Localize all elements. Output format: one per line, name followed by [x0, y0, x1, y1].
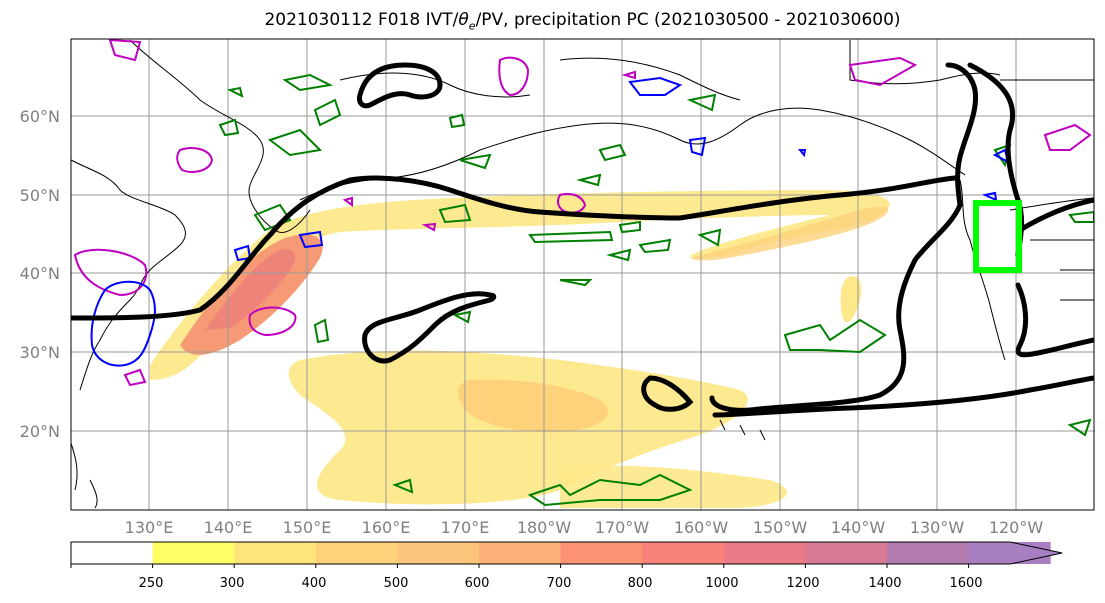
colorbar-tick-500: 500 [383, 576, 409, 591]
lon-label-160e: 160°E [361, 518, 411, 537]
lon-label-150e: 150°E [282, 518, 332, 537]
pv-contours-magenta [73, 39, 1092, 387]
colorbar-segment [723, 542, 806, 564]
lon-label-130e: 130°E [124, 518, 174, 537]
lon-label-180w: 180°W [516, 518, 572, 537]
lat-label-40n: 40°N [19, 264, 60, 283]
colorbar-tick-800: 800 [627, 576, 653, 591]
gridlines [71, 39, 1094, 510]
lat-label-30n: 30°N [19, 343, 60, 362]
theta-subscript: e [468, 19, 476, 33]
colorbar-segment [71, 542, 154, 564]
colorbar-segment [397, 542, 480, 564]
colorbar-border [70, 541, 1011, 565]
target-region-box [973, 200, 1022, 273]
theta-e-contours [71, 62, 1094, 418]
colorbar-segment [642, 542, 725, 564]
pv-contours-blue [90, 76, 1010, 367]
colorbar-segment [805, 542, 888, 564]
ivt-band-north [150, 190, 890, 380]
ivt-band-south-inner [458, 379, 608, 433]
lon-label-130w: 130°W [909, 518, 965, 537]
colorbar-tick-600: 600 [464, 576, 490, 591]
lon-label-120w: 120°W [988, 518, 1044, 537]
lon-label-170e: 170°E [440, 518, 490, 537]
lon-label-160w: 160°W [673, 518, 729, 537]
ivt-band-east [690, 206, 889, 261]
map-title: 2021030112 F018 IVT/θe/PV, precipitation… [264, 10, 901, 33]
colorbar-segment [560, 542, 643, 564]
colorbar-tick-1600: 1600 [949, 576, 983, 591]
lon-label-150w: 150°W [752, 518, 808, 537]
map-content [71, 39, 1094, 510]
colorbar-segment [152, 542, 235, 564]
lat-label-50n: 50°N [19, 186, 60, 205]
lat-label-60n: 60°N [19, 107, 60, 126]
colorbar-tick-300: 300 [219, 576, 245, 591]
map-border [70, 38, 1095, 511]
colorbar-tick-1000: 1000 [705, 576, 739, 591]
colorbar-segment [315, 542, 398, 564]
colorbar-tick-1400: 1400 [868, 576, 902, 591]
colorbar-segment [887, 542, 970, 564]
colorbar-tick-400: 400 [301, 576, 327, 591]
colorbar-tick-1200: 1200 [786, 576, 820, 591]
lon-label-140w: 140°W [830, 518, 886, 537]
ivt-patch-south-east [560, 465, 787, 508]
colorbar-segment [234, 542, 317, 564]
theta-symbol: θ [458, 10, 469, 30]
lon-label-170w: 170°W [594, 518, 650, 537]
colorbar-tick-250: 250 [138, 576, 164, 591]
lon-label-140e: 140°E [203, 518, 253, 537]
colorbar-extend-arrow [1010, 541, 1063, 565]
colorbar-tick-700: 700 [546, 576, 572, 591]
colorbar [70, 541, 1063, 568]
colorbar-segment [479, 542, 562, 564]
lat-label-20n: 20°N [19, 422, 60, 441]
ivt-patch-mid [840, 276, 862, 323]
